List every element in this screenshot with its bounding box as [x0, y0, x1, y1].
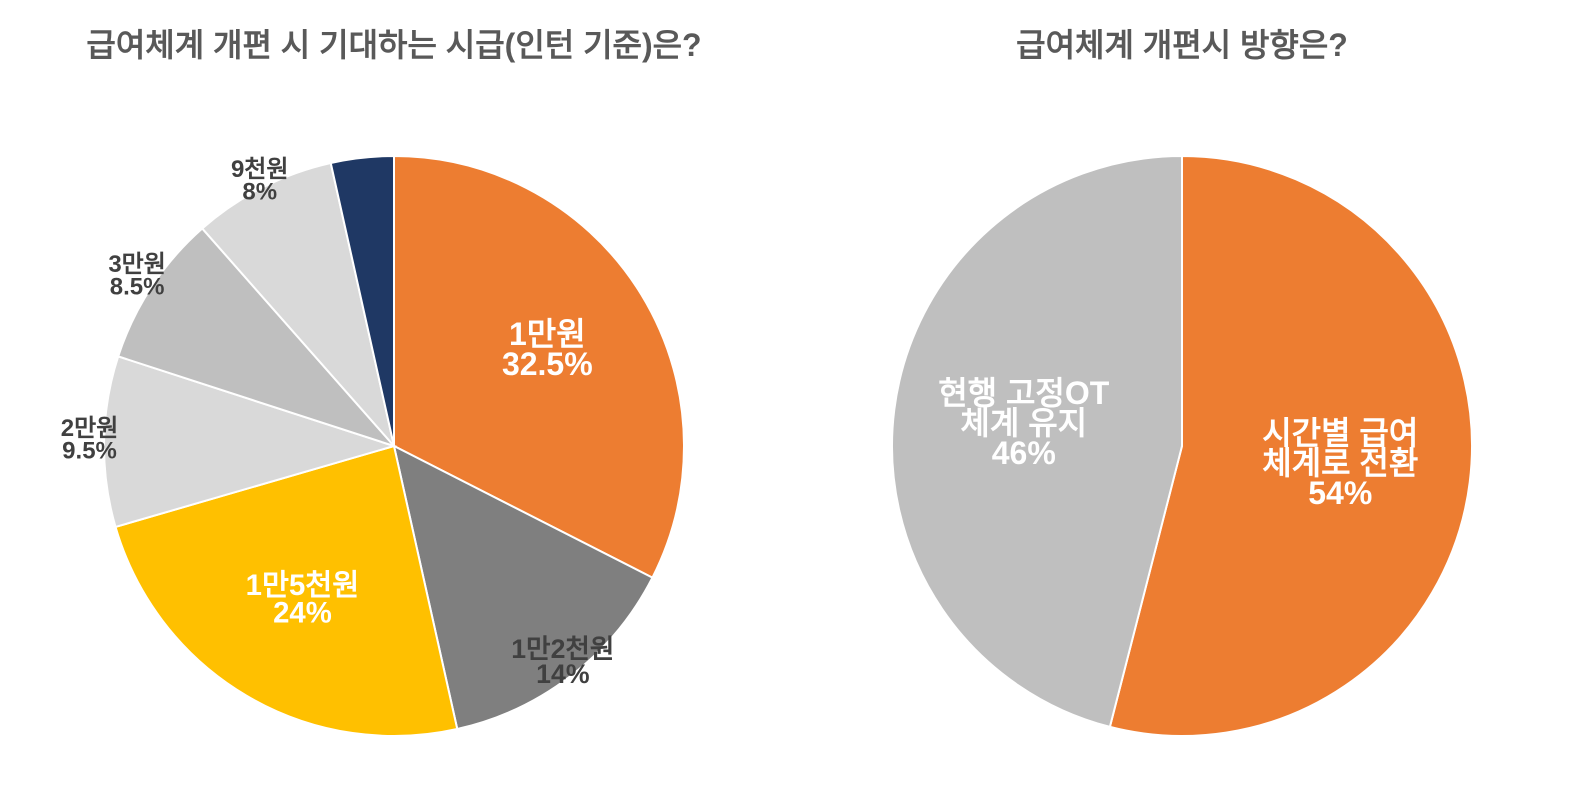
- right-panel: 급여체계 개편시 방향은? 시간별 급여체계로 전환54%현행 고정OT체계 유…: [788, 0, 1576, 789]
- left-panel: 급여체계 개편 시 기대하는 시급(인턴 기준)은? 1만원32.5%1만2천원…: [0, 0, 788, 789]
- left-chart-wrap: 1만원32.5%1만2천원14%1만5천원24%2만원9.5%3만원8.5%9천…: [24, 76, 764, 789]
- left-chart-title: 급여체계 개편 시 기대하는 시급(인턴 기준)은?: [86, 20, 701, 66]
- pie-slice-label: 1만원32.5%: [502, 317, 593, 383]
- pie-slice-label: 2만원9.5%: [61, 415, 119, 465]
- right-pie-chart: 시간별 급여체계로 전환54%현행 고정OT체계 유지46%: [812, 76, 1552, 789]
- page: 급여체계 개편 시 기대하는 시급(인턴 기준)은? 1만원32.5%1만2천원…: [0, 0, 1576, 789]
- left-pie-chart: 1만원32.5%1만2천원14%1만5천원24%2만원9.5%3만원8.5%9천…: [24, 76, 764, 789]
- pie-slice-label: 3만원8.5%: [108, 251, 166, 301]
- pie-slice-label: 최저시급유지3.5%: [325, 105, 394, 161]
- right-chart-wrap: 시간별 급여체계로 전환54%현행 고정OT체계 유지46%: [812, 76, 1552, 789]
- right-chart-title: 급여체계 개편시 방향은?: [1016, 20, 1348, 66]
